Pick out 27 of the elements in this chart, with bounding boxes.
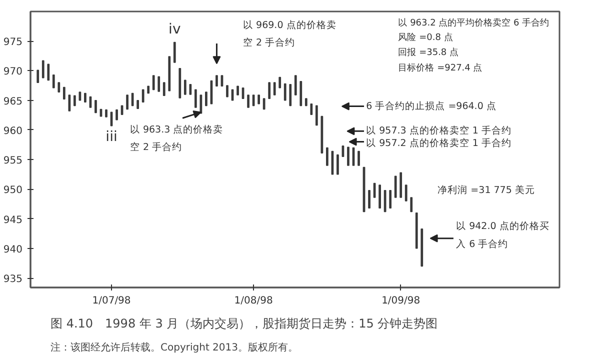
annotation: 6 手合约的止损点 =964.0 点 bbox=[366, 100, 496, 112]
x-tick-label: 1/08/98 bbox=[234, 296, 273, 306]
annotation: 以 957.3 点的价格卖空 1 手合约 bbox=[366, 124, 512, 137]
text: 以 942.0 点的价格买入 6 手合约 bbox=[456, 220, 550, 250]
annotation: 以 969.0 点的价格卖空 2 手合约 bbox=[243, 18, 336, 48]
text: 注：该图经允许后转载。Copyright 2013。版权所有。 bbox=[50, 342, 298, 354]
annotation: 以 957.2 点的价格卖空 1 手合约 bbox=[366, 137, 512, 150]
text: 净利润 =31 775 美元 bbox=[438, 184, 535, 196]
annotation: 以 963.2 点的平均价格卖空 6 手合约 bbox=[398, 17, 550, 28]
x-tick-label: 1/07/98 bbox=[92, 296, 131, 306]
annotation: 以 963.3 点的价格卖空 2 手合约 bbox=[130, 124, 224, 154]
y-tick-label: 975 bbox=[3, 37, 23, 48]
x-tick-label: 1/09/98 bbox=[382, 296, 420, 306]
y-tick-label: 945 bbox=[3, 214, 23, 226]
annotation: 目标价格 =927.4 点 bbox=[398, 62, 482, 74]
annotation: 回报 =35.8 点 bbox=[398, 46, 459, 58]
y-tick-label: 940 bbox=[3, 244, 23, 256]
y-tick-label: 950 bbox=[3, 185, 23, 196]
y-tick-label: 960 bbox=[3, 126, 23, 137]
y-tick-label: 935 bbox=[3, 274, 23, 286]
y-tick-label: 965 bbox=[3, 96, 23, 108]
annotation: iii bbox=[106, 128, 118, 145]
y-tick-label: 955 bbox=[3, 156, 23, 167]
y-tick-label: 970 bbox=[3, 66, 23, 78]
annotation: 风险 =0.8 点 bbox=[398, 32, 453, 44]
caption: 图 4.10 1998 年 3 月（场内交易），股指期货日走势：15 分钟走势图 bbox=[50, 316, 438, 330]
annotation: iv bbox=[168, 22, 181, 38]
